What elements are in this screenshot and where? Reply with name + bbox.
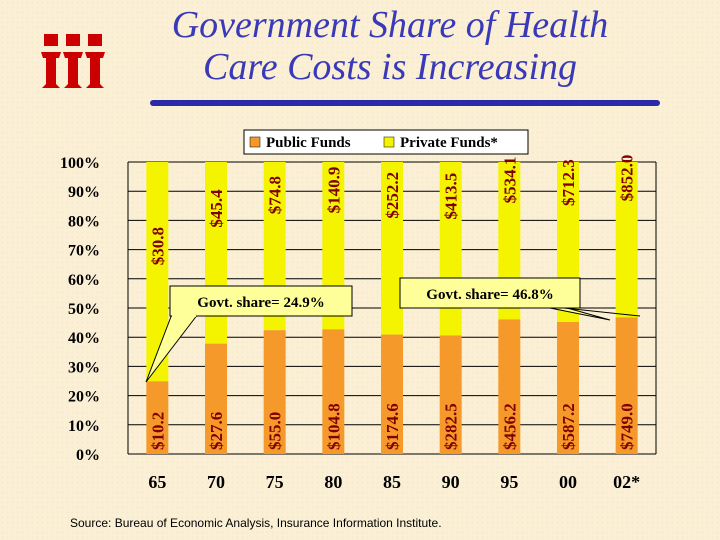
y-tick-label: 70% [68, 243, 100, 260]
logo-stem [41, 52, 61, 88]
bar-label-private-4: $252.2 [383, 172, 402, 219]
bar-label-public-5: $282.5 [442, 403, 461, 450]
bar-label-private-1: $45.4 [207, 189, 226, 228]
title-line-1: Government Share of Health [171, 4, 609, 46]
stacked-bar-chart: 0% 10% 20% 30% 40% 50% 60% 70% 80% 90% 100% $10.2 $3… [60, 129, 657, 492]
bar-public-5 [439, 335, 462, 454]
callout-joint [172, 313, 196, 317]
bar-private-4 [381, 162, 403, 335]
x-tick-label: 80 [324, 472, 342, 492]
logo-dot [66, 34, 80, 46]
callout-pointer [539, 305, 611, 321]
bar-label-private-6: $534.1 [500, 157, 519, 204]
bar-label-public-0: $10.2 [148, 412, 167, 450]
x-tick-label: 95 [500, 472, 518, 492]
x-tick-label: 00 [559, 472, 577, 492]
callout-2002: Govt. share= 46.8% [399, 277, 641, 321]
legend-label-0: Public Funds [266, 135, 351, 151]
bar-public-1 [205, 343, 227, 454]
bar-public-3 [322, 329, 345, 454]
callout-box [169, 285, 353, 317]
x-tick-label: 65 [148, 472, 166, 492]
bar-label-private-5: $413.5 [442, 173, 461, 220]
y-tick-label: 100% [60, 155, 100, 172]
y-tick-label: 30% [68, 359, 100, 376]
bar-label-public-2: $55.0 [266, 412, 285, 450]
x-tick-label: 02* [613, 472, 640, 492]
y-tick-label: 50% [68, 301, 100, 318]
logo-dot [44, 34, 58, 46]
logo-dot [88, 34, 102, 46]
x-tick-label: 75 [266, 472, 284, 492]
x-tick-label: 70 [207, 472, 225, 492]
bar-label-private-0: $30.8 [148, 227, 167, 265]
y-tick-label: 40% [68, 330, 100, 347]
title-line-2: Care Costs is Increasing [202, 46, 578, 88]
bar-private-0 [146, 162, 169, 382]
callout-text: Govt. share= 46.8% [426, 287, 553, 303]
callout-1965: Govt. share= 24.9% [145, 285, 353, 383]
bar-label-public-4: $174.6 [383, 403, 402, 450]
bar-public-0 [146, 381, 169, 454]
x-tick-label: 85 [383, 472, 401, 492]
iii-logo [41, 34, 105, 88]
bar-label-private-2: $74.8 [266, 176, 285, 214]
bar-label-private-8: $852.0 [618, 155, 637, 202]
bar-public-8 [615, 317, 638, 454]
bar-label-public-7: $587.2 [559, 403, 578, 450]
source-note: Source: Bureau of Economic Analysis, Ins… [70, 516, 442, 530]
bar-public-6 [498, 319, 521, 454]
y-tick-label: 80% [68, 213, 100, 230]
bar-public-7 [557, 322, 579, 454]
y-tick-label: 20% [68, 389, 100, 406]
page-title: Government Share of Health Care Costs is… [120, 4, 660, 88]
callout-pointer [145, 313, 199, 383]
title-underline [150, 100, 660, 106]
bar-label-public-8: $749.0 [618, 403, 637, 450]
legend: Public Funds Private Funds* [243, 129, 529, 155]
logo-stem [63, 52, 83, 88]
bar-public-4 [381, 334, 403, 454]
logo-stem [85, 52, 105, 88]
bar-label-private-3: $140.9 [324, 167, 343, 214]
callout-box [399, 277, 581, 309]
x-tick-label: 90 [442, 472, 460, 492]
legend-label-1: Private Funds* [400, 135, 498, 151]
y-tick-label: 0% [76, 447, 100, 464]
bar-private-8 [615, 162, 638, 318]
legend-swatch-1 [383, 136, 395, 148]
legend-swatch-0 [249, 136, 261, 148]
y-tick-label: 10% [68, 418, 100, 435]
bar-label-public-3: $104.8 [324, 403, 343, 450]
callout-text: Govt. share= 24.9% [197, 295, 324, 311]
bar-label-private-7: $712.3 [559, 159, 578, 206]
bar-label-public-6: $456.2 [500, 403, 519, 450]
y-tick-label: 60% [68, 272, 100, 289]
y-tick-label: 90% [68, 184, 100, 201]
bar-public-2 [263, 330, 286, 454]
bar-label-public-1: $27.6 [207, 412, 226, 450]
